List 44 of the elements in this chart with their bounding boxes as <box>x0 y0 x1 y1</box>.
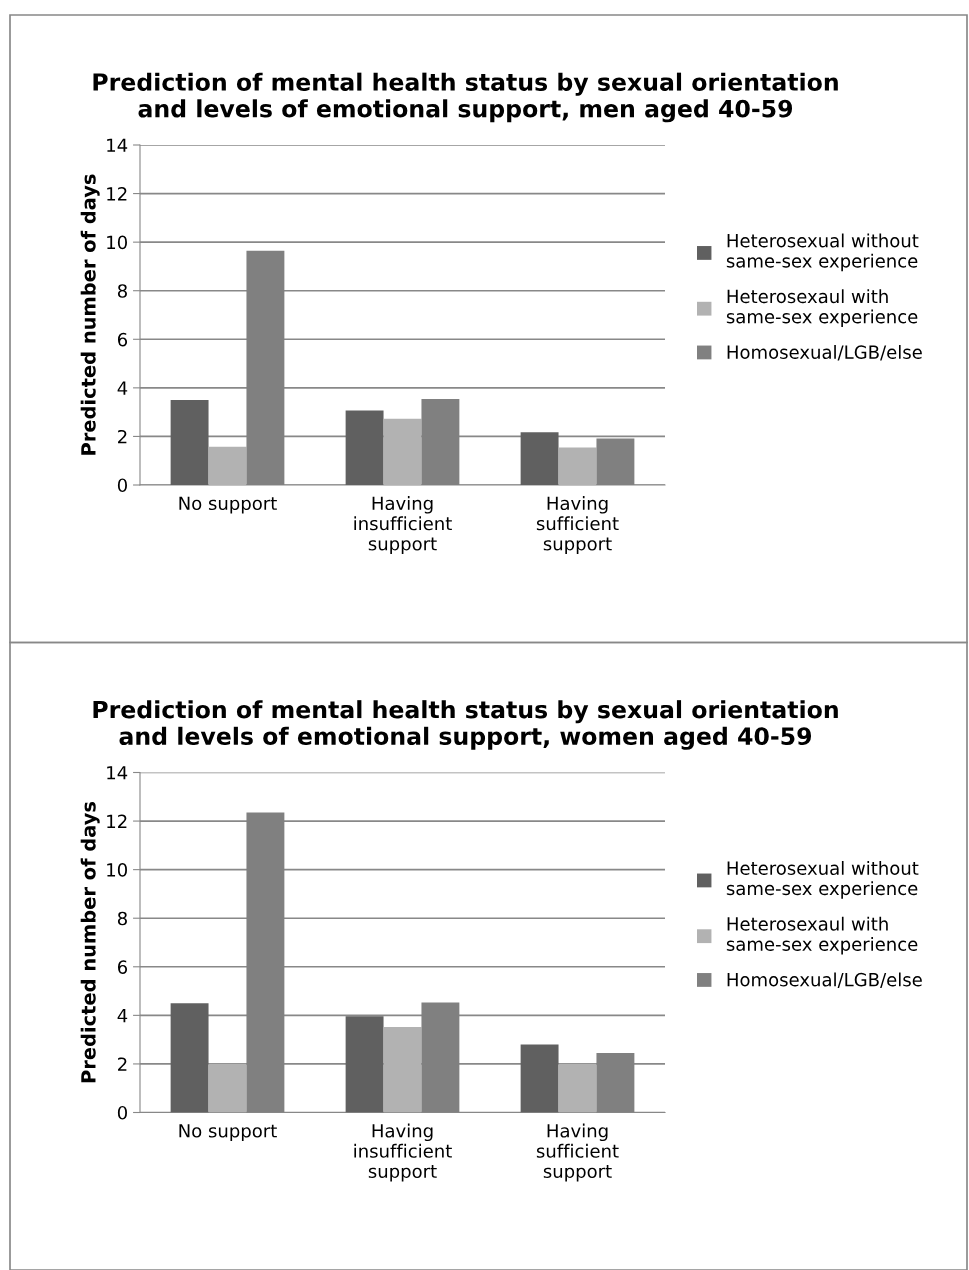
y-tick-label: 8 <box>117 284 127 298</box>
x-tick-label: Having sufficient support <box>536 496 619 555</box>
bar <box>170 400 209 485</box>
y-tick-label: 4 <box>117 381 128 395</box>
bar <box>383 1027 422 1113</box>
chart-title: Prediction of mental health status by sexual orientation and levels of emotional support, women aged 40-59 <box>93 700 838 750</box>
y-tick-label: 10 <box>107 863 127 877</box>
y-tick-label: 0 <box>117 478 127 493</box>
y-tick-label: 14 <box>107 138 128 152</box>
x-tick-label: No support <box>179 1124 277 1142</box>
legend-label: Homosexual/LGB/else <box>727 345 922 361</box>
legend-label: Heterosexaul with same-sex experience <box>726 916 918 955</box>
legend-label: Homosexual/LGB/else <box>727 972 922 988</box>
y-tick-label: 12 <box>107 814 127 828</box>
bar <box>558 447 597 485</box>
bar <box>520 1044 559 1113</box>
chart-title: Prediction of mental health status by sexual orientation and levels of emotional support, men aged 40-59 <box>93 72 838 123</box>
bar <box>208 1063 247 1113</box>
y-tick-label: 12 <box>107 187 127 201</box>
y-tick-label: 6 <box>117 332 128 347</box>
bar <box>170 1003 209 1113</box>
y-tick-label: 6 <box>117 960 128 974</box>
y-tick-label: 2 <box>118 1057 127 1071</box>
bar <box>558 1063 597 1113</box>
bar <box>345 410 384 485</box>
y-tick-label: 0 <box>117 1105 127 1120</box>
x-tick-label: Having insufficient support <box>354 496 452 555</box>
x-tick-label: No support <box>179 496 277 514</box>
y-tick-label: 8 <box>117 911 127 926</box>
y-tick-label: 4 <box>117 1009 128 1023</box>
y-axis-title: Predicted number of days <box>80 801 100 1083</box>
y-axis-title: Predicted number of days <box>80 174 100 455</box>
legend-label: Heterosexaul with same-sex experience <box>726 289 918 327</box>
bar <box>345 1016 384 1113</box>
x-tick-label: Having insufficient support <box>354 1123 452 1182</box>
bar <box>208 446 247 485</box>
legend-label: Heterosexual without same-sex experience <box>726 861 919 899</box>
legend-label: Heterosexual without same-sex experience <box>726 233 919 272</box>
y-tick-label: 10 <box>107 235 127 250</box>
bar <box>520 432 559 485</box>
x-tick-label: Having sufficient support <box>536 1123 619 1182</box>
bar <box>383 418 422 485</box>
y-tick-label: 2 <box>118 429 127 444</box>
y-tick-label: 14 <box>107 766 128 780</box>
